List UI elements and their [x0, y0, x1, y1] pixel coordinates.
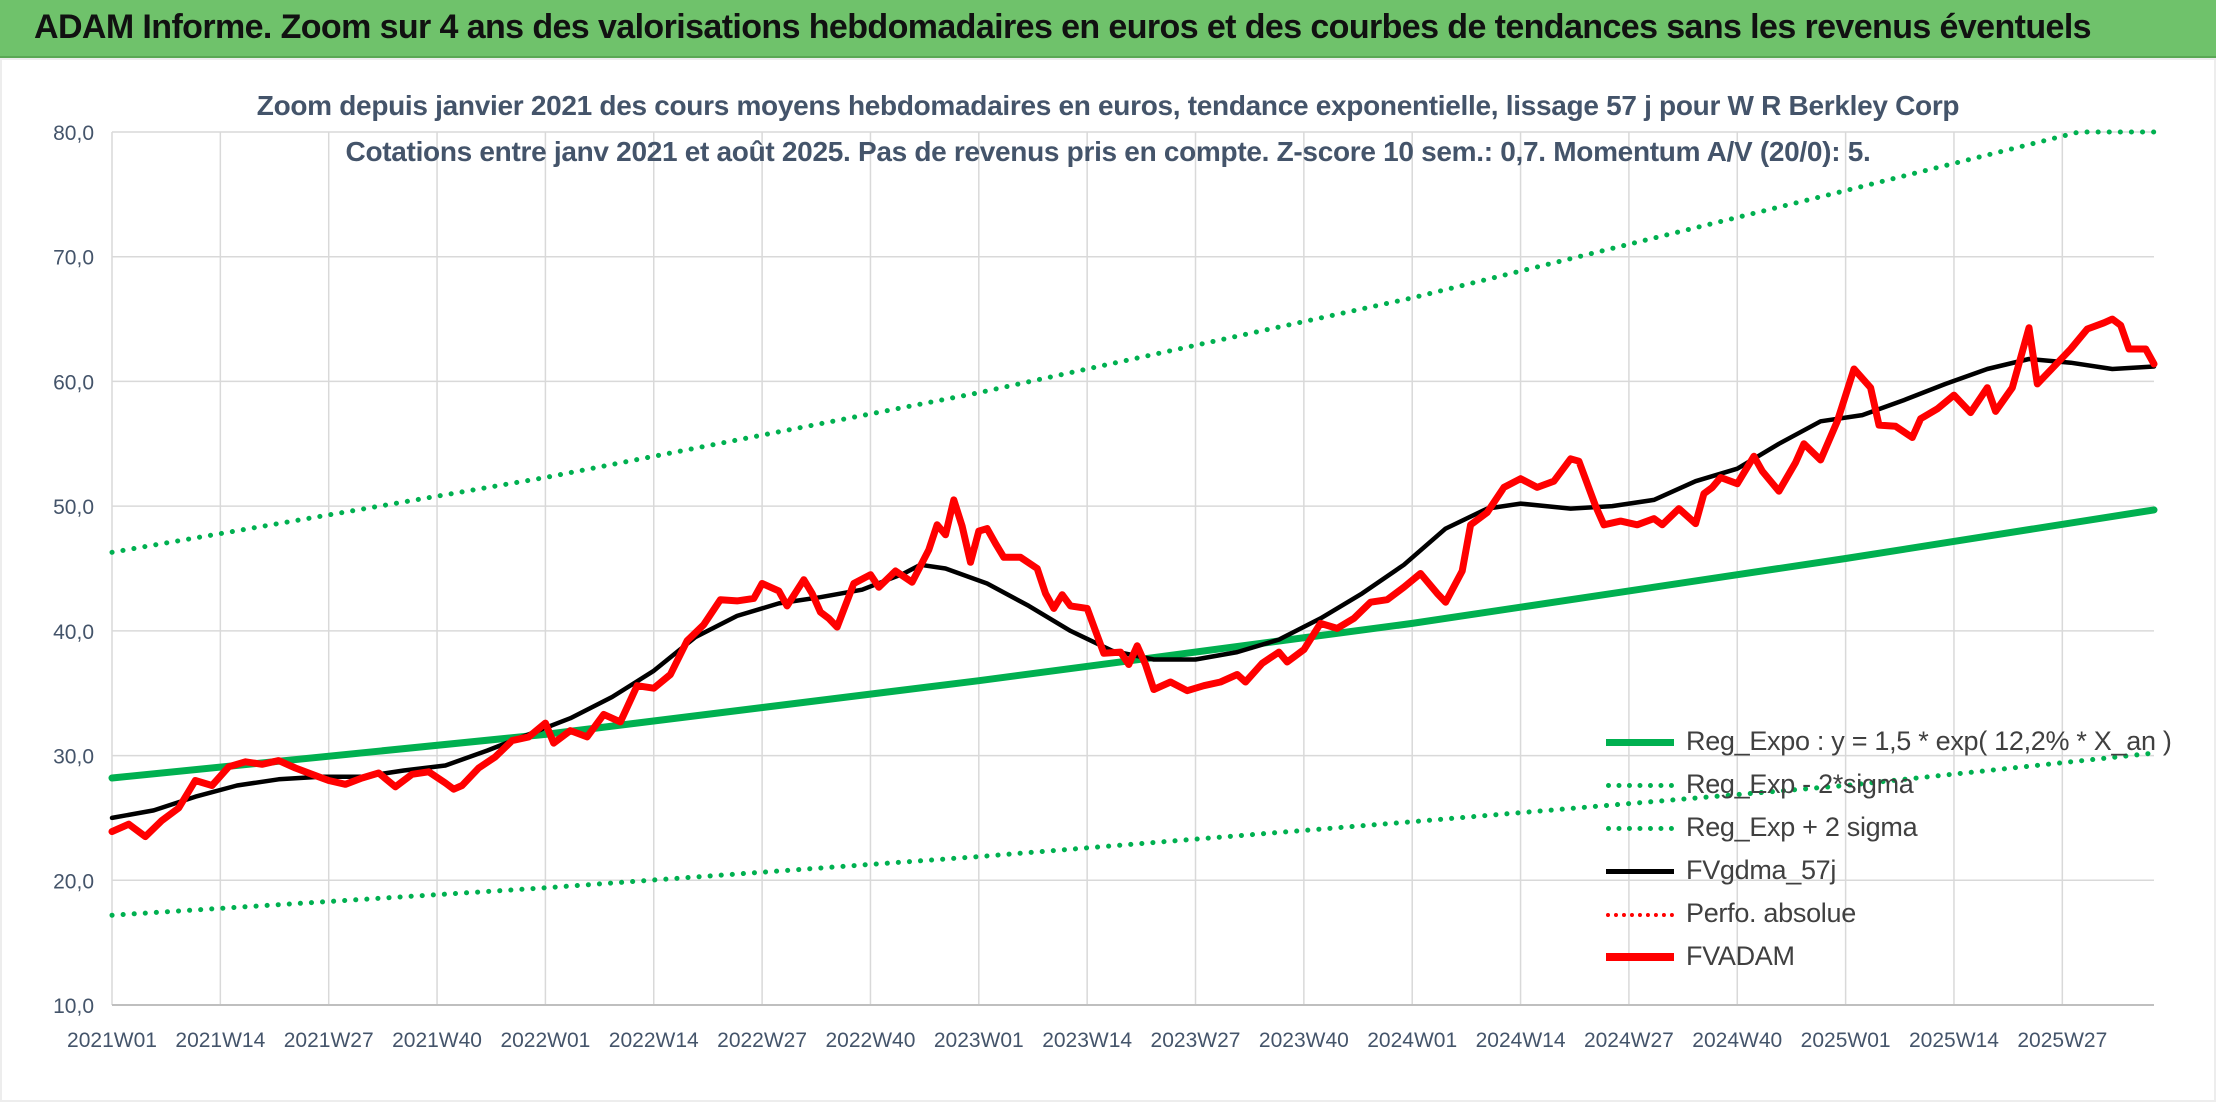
x-tick-label: 2024W01 [1367, 1029, 1457, 1052]
x-tick-label: 2023W27 [1151, 1029, 1241, 1052]
chart-subtitle: Cotations entre janv 2021 et août 2025. … [345, 136, 1871, 167]
legend-swatch-black [1606, 869, 1674, 874]
legend-swatch-dotted-green [1606, 783, 1674, 788]
x-tick-label: 2025W27 [2017, 1029, 2107, 1052]
y-tick-label: 10,0 [53, 995, 94, 1018]
y-axis: 10,0 20,0 30,0 40,0 50,0 60,0 70,0 80,0 [53, 122, 94, 1018]
series-line-2 [109, 129, 2157, 555]
y-tick-label: 70,0 [53, 247, 94, 270]
grid-layer [111, 131, 2154, 1006]
x-tick-label: 2022W27 [717, 1029, 807, 1052]
legend-item-fvadam: FVADAM [1600, 937, 2180, 980]
x-tick-label: 2021W40 [392, 1029, 482, 1052]
legend-label: Reg_Exp - 2*sigma [1686, 769, 1914, 799]
x-tick-label: 2023W01 [934, 1029, 1024, 1052]
x-axis: 2021W01 2021W14 2021W27 2021W40 2022W01 2022W… [67, 1029, 2107, 1052]
y-tick-label: 60,0 [53, 371, 94, 394]
x-tick-label: 2021W27 [284, 1029, 374, 1052]
x-tick-label: 2024W14 [1476, 1029, 1566, 1052]
report-title: ADAM Informe. Zoom sur 4 ans des valoris… [34, 8, 2092, 46]
legend-item-reg-expo: Reg_Expo : y = 1,5 * exp( 12,2% * X_an ) [1600, 722, 2180, 765]
x-tick-label: 2022W40 [826, 1029, 916, 1052]
x-tick-label: 2022W14 [609, 1029, 699, 1052]
x-tick-label: 2023W14 [1042, 1029, 1132, 1052]
legend-item-reg-exp-minus: Reg_Exp - 2*sigma [1600, 765, 2180, 808]
y-tick-label: 20,0 [53, 870, 94, 893]
legend-item-perfo: Perfo. absolue [1600, 894, 2180, 937]
x-tick-label: 2025W14 [1909, 1029, 1999, 1052]
x-tick-label: 2025W01 [1801, 1029, 1891, 1052]
series-layer [108, 129, 2158, 918]
chart-area [0, 58, 2216, 1102]
legend-swatch-red [1606, 953, 1674, 961]
chart-title: Zoom depuis janvier 2021 des cours moyen… [256, 90, 1960, 121]
legend-swatch-dotted-red [1606, 913, 1674, 917]
legend-label: FVADAM [1686, 941, 1795, 971]
legend-label: Reg_Expo : y = 1,5 * exp( 12,2% * X_an ) [1686, 726, 2172, 756]
report-banner: ADAM Informe. Zoom sur 4 ans des valoris… [0, 0, 2216, 58]
x-tick-label: 2024W27 [1584, 1029, 1674, 1052]
x-tick-label: 2021W01 [67, 1029, 157, 1052]
series-line-0 [108, 506, 2158, 782]
legend-swatch-solid-green [1606, 739, 1674, 746]
legend-label: Perfo. absolue [1686, 898, 1856, 928]
x-tick-label: 2021W14 [175, 1029, 265, 1052]
series-line-1 [109, 750, 2157, 918]
legend-item-fvgdma: FVgdma_57j [1600, 851, 2180, 894]
y-tick-label: 40,0 [53, 621, 94, 644]
legend-item-reg-exp-plus: Reg_Exp + 2 sigma [1600, 808, 2180, 851]
y-tick-label: 30,0 [53, 746, 94, 769]
y-tick-label: 80,0 [53, 122, 94, 145]
legend-label: FVgdma_57j [1686, 855, 1837, 885]
series-line-5 [108, 315, 2158, 841]
x-tick-label: 2023W40 [1259, 1029, 1349, 1052]
y-tick-label: 50,0 [53, 496, 94, 519]
x-tick-label: 2022W01 [500, 1029, 590, 1052]
chart-legend: Reg_Expo : y = 1,5 * exp( 12,2% * X_an )… [1600, 722, 2180, 980]
legend-label: Reg_Exp + 2 sigma [1686, 812, 1918, 842]
x-tick-label: 2024W40 [1692, 1029, 1782, 1052]
legend-swatch-dotted-green [1606, 826, 1674, 831]
